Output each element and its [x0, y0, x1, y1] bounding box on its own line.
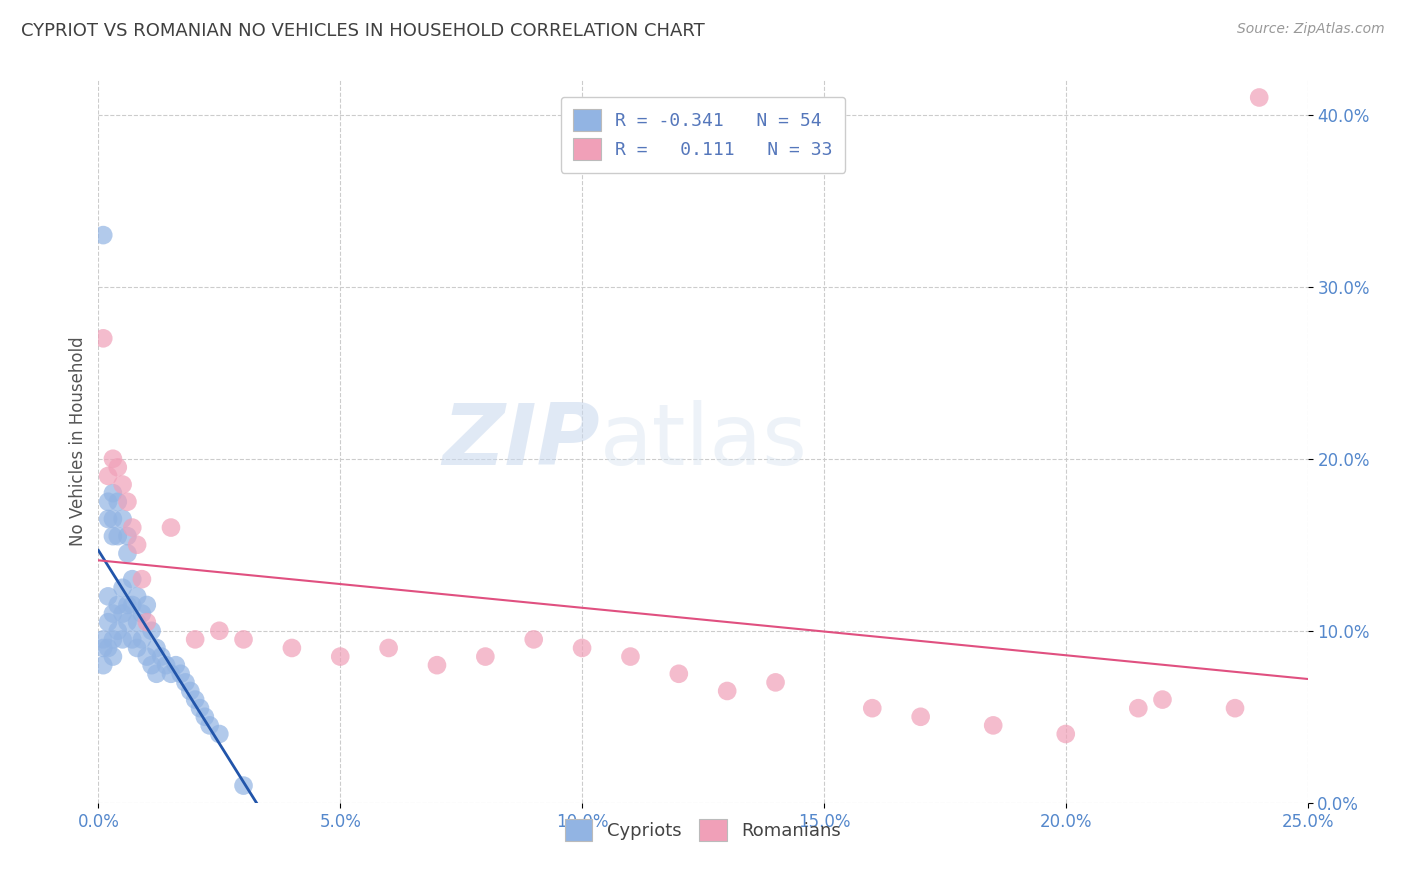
- Point: [571, 640, 593, 655]
- Point: [860, 701, 883, 715]
- Point: [111, 632, 134, 647]
- Point: [1054, 727, 1077, 741]
- Point: [91, 658, 114, 673]
- Point: [765, 675, 787, 690]
- Point: [145, 640, 167, 655]
- Point: [111, 477, 134, 491]
- Point: [716, 684, 738, 698]
- Point: [97, 494, 120, 508]
- Point: [127, 538, 149, 552]
- Point: [208, 727, 231, 741]
- Point: [141, 658, 163, 673]
- Point: [1223, 701, 1246, 715]
- Point: [121, 572, 143, 586]
- Point: [107, 460, 129, 475]
- Point: [184, 632, 207, 647]
- Point: [208, 624, 231, 638]
- Point: [127, 615, 149, 630]
- Point: [97, 469, 120, 483]
- Point: [131, 632, 153, 647]
- Point: [160, 666, 183, 681]
- Point: [523, 632, 546, 647]
- Point: [135, 598, 157, 612]
- Text: CYPRIOT VS ROMANIAN NO VEHICLES IN HOUSEHOLD CORRELATION CHART: CYPRIOT VS ROMANIAN NO VEHICLES IN HOUSE…: [21, 22, 704, 40]
- Point: [474, 649, 496, 664]
- Point: [184, 692, 207, 706]
- Point: [1152, 692, 1174, 706]
- Point: [141, 624, 163, 638]
- Point: [127, 640, 149, 655]
- Point: [188, 701, 211, 715]
- Point: [101, 649, 124, 664]
- Point: [179, 684, 201, 698]
- Point: [97, 512, 120, 526]
- Point: [117, 598, 139, 612]
- Point: [97, 640, 120, 655]
- Point: [198, 718, 221, 732]
- Point: [111, 512, 134, 526]
- Point: [91, 640, 114, 655]
- Point: [107, 529, 129, 543]
- Point: [135, 615, 157, 630]
- Point: [91, 632, 114, 647]
- Point: [155, 658, 177, 673]
- Point: [127, 590, 149, 604]
- Point: [97, 590, 120, 604]
- Point: [117, 494, 139, 508]
- Point: [1249, 90, 1271, 104]
- Point: [101, 512, 124, 526]
- Point: [107, 624, 129, 638]
- Point: [131, 572, 153, 586]
- Point: [145, 666, 167, 681]
- Point: [232, 632, 254, 647]
- Point: [91, 331, 114, 345]
- Point: [135, 649, 157, 664]
- Point: [165, 658, 187, 673]
- Point: [377, 640, 399, 655]
- Point: [174, 675, 197, 690]
- Point: [160, 520, 183, 534]
- Point: [97, 615, 120, 630]
- Point: [101, 632, 124, 647]
- Point: [107, 494, 129, 508]
- Point: [1128, 701, 1150, 715]
- Point: [169, 666, 191, 681]
- Point: [111, 607, 134, 621]
- Point: [194, 710, 217, 724]
- Point: [910, 710, 932, 724]
- Point: [107, 598, 129, 612]
- Text: ZIP: ZIP: [443, 400, 600, 483]
- Point: [121, 520, 143, 534]
- Point: [150, 649, 173, 664]
- Point: [101, 451, 124, 466]
- Point: [329, 649, 352, 664]
- Text: atlas: atlas: [600, 400, 808, 483]
- Point: [232, 779, 254, 793]
- Text: Source: ZipAtlas.com: Source: ZipAtlas.com: [1237, 22, 1385, 37]
- Y-axis label: No Vehicles in Household: No Vehicles in Household: [69, 336, 87, 547]
- Point: [101, 607, 124, 621]
- Point: [426, 658, 449, 673]
- Legend: Cypriots, Romanians: Cypriots, Romanians: [558, 812, 848, 848]
- Point: [619, 649, 641, 664]
- Point: [121, 632, 143, 647]
- Point: [101, 529, 124, 543]
- Point: [131, 607, 153, 621]
- Point: [281, 640, 304, 655]
- Point: [121, 598, 143, 612]
- Point: [101, 486, 124, 500]
- Point: [981, 718, 1004, 732]
- Point: [117, 546, 139, 560]
- Point: [91, 228, 114, 243]
- Point: [117, 529, 139, 543]
- Point: [668, 666, 690, 681]
- Point: [111, 581, 134, 595]
- Point: [117, 615, 139, 630]
